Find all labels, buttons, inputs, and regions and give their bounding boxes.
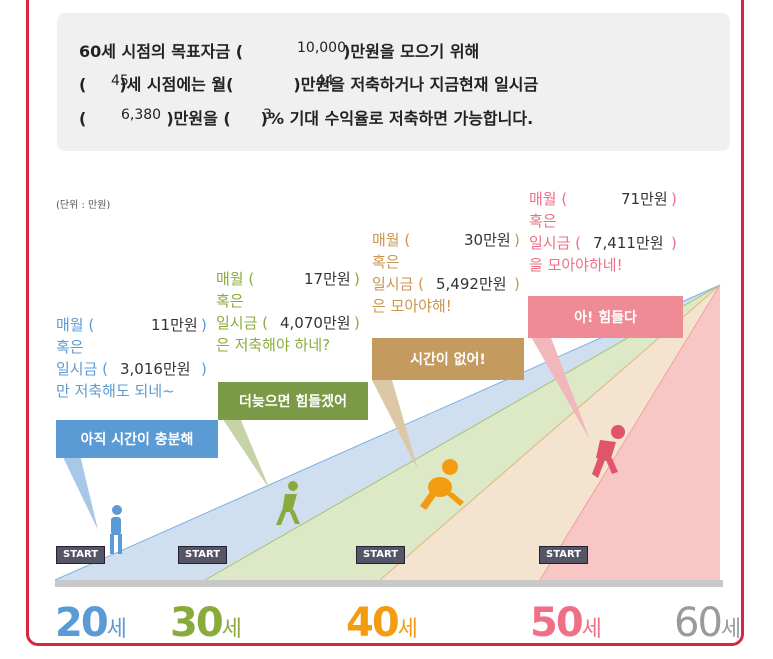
monthly-value: 44 — [316, 73, 334, 89]
stage-50-tag: 매월 (71만원) 혹은 일시금 (7,411만원) 을 모아야하네! — [529, 190, 677, 274]
stage-40-tag: 매월 (30만원) 혹은 일시금 (5,492만원) 은 모아야해! — [372, 231, 520, 315]
outer-frame — [26, 0, 744, 646]
lump-label: 일시금 ( — [216, 314, 269, 332]
lump-label: 일시금 ( — [529, 234, 582, 252]
monthly-amount: 30만원 — [464, 231, 511, 249]
age-suffix: 세 — [221, 617, 242, 642]
monthly-label: 매월 ( — [372, 231, 411, 249]
monthly-amount: 17만원 — [304, 270, 351, 288]
start-flag-20: START — [56, 546, 106, 564]
or-label: 혹은 — [372, 253, 400, 271]
stage-20-tag: 매월 (11만원) 혹은 일시금 (3,016만원) 만 저축해도 되네~ — [56, 316, 207, 400]
runner-30-icon — [276, 481, 300, 525]
summary-text: )만원을 ( — [166, 109, 231, 128]
ending-text: 은 저축해야 하네? — [216, 336, 331, 354]
lump-sum-value: 6,380 — [121, 107, 162, 123]
summary-line-2: ( )세 시점에는 월( )만원을 저축하거나 지금현재 일시금 45 44 — [79, 71, 538, 95]
return-rate-value: 3 — [263, 107, 272, 123]
banner-40: 시간이 없어! — [372, 338, 524, 380]
summary-text: )만원을 저축하거나 지금현재 일시금 — [293, 75, 539, 94]
lump-amount: 4,070만원 — [280, 314, 351, 332]
runner-40-icon — [420, 459, 464, 510]
start-flag-40: START — [356, 546, 406, 564]
pointer — [62, 455, 98, 530]
ending-text: 을 모아야하네! — [529, 256, 623, 274]
lump-amount: 7,411만원 — [593, 234, 664, 252]
unit-label: (단위 : 만원) — [56, 200, 111, 211]
ending-text: 은 모아야해! — [372, 297, 452, 315]
age-40-label: 40세 — [346, 600, 418, 653]
pointer — [372, 380, 418, 470]
stage-30-tag: 매월 (17만원) 혹은 일시금 (4,070만원) 은 저축해야 하네? — [216, 270, 360, 354]
banner-50: 아! 힘들다 — [528, 296, 683, 338]
lump-label: 일시금 ( — [372, 275, 425, 293]
runner-50-icon — [592, 425, 625, 478]
start-flag-50: START — [539, 546, 589, 564]
summary-text: )세 시점에는 월( — [119, 75, 234, 94]
age-20-label: 20세 — [55, 600, 127, 653]
monthly-label: 매월 ( — [56, 316, 95, 334]
age-number: 20 — [55, 600, 109, 646]
pointer — [222, 418, 270, 490]
banner-30: 더늦으면 힘들겠어 — [218, 382, 368, 420]
summary-text: )만원을 모으기 위해 — [343, 42, 480, 61]
banner-20: 아직 시간이 충분해 — [56, 420, 218, 458]
monthly-amount: 11만원 — [151, 316, 198, 334]
monthly-amount: 71만원 — [621, 190, 668, 208]
age-number: 60 — [674, 600, 723, 646]
age-number: 30 — [170, 600, 224, 646]
age-number: 40 — [346, 600, 400, 646]
summary-line-3: ( )만원을 ( )% 기대 수익율로 저축하면 가능합니다. 6,380 3 — [79, 105, 533, 129]
start-flag-30: START — [178, 546, 228, 564]
or-label: 혹은 — [216, 292, 244, 310]
slope-line — [539, 284, 721, 581]
summary-text: ( — [79, 109, 87, 128]
monthly-label: 매월 ( — [216, 270, 255, 288]
or-label: 혹은 — [529, 212, 557, 230]
or-label: 혹은 — [56, 338, 84, 356]
monthly-label: 매월 ( — [529, 190, 568, 208]
summary-text: )% 기대 수익율로 저축하면 가능합니다. — [260, 109, 534, 128]
runner-20-icon — [110, 505, 122, 554]
age-suffix: 세 — [397, 617, 418, 642]
ending-text: 만 저축해도 되네~ — [56, 382, 175, 400]
summary-box: 60세 시점의 목표자금 ( )만원을 모으기 위해 10,000 ( )세 시점에… — [57, 13, 730, 151]
lump-label: 일시금 ( — [56, 360, 109, 378]
target-fund-value: 10,000 — [297, 40, 346, 56]
track-floor — [55, 580, 723, 587]
summary-text: 60세 시점의 목표자금 ( — [79, 42, 244, 61]
pointer — [530, 335, 590, 440]
age-suffix: 세 — [106, 617, 127, 642]
age-60-label: 60세 — [674, 600, 741, 653]
summary-line-1: 60세 시점의 목표자금 ( )만원을 모으기 위해 10,000 — [79, 38, 479, 62]
age-number: 50 — [530, 600, 584, 646]
age-value: 45 — [111, 73, 129, 89]
age-30-label: 30세 — [170, 600, 242, 653]
lump-amount: 3,016만원 — [120, 360, 191, 378]
summary-text: ( — [79, 75, 87, 94]
age-suffix: 세 — [720, 617, 742, 642]
age-suffix: 세 — [581, 617, 602, 642]
lump-amount: 5,492만원 — [436, 275, 507, 293]
age-50-label: 50세 — [530, 600, 602, 653]
